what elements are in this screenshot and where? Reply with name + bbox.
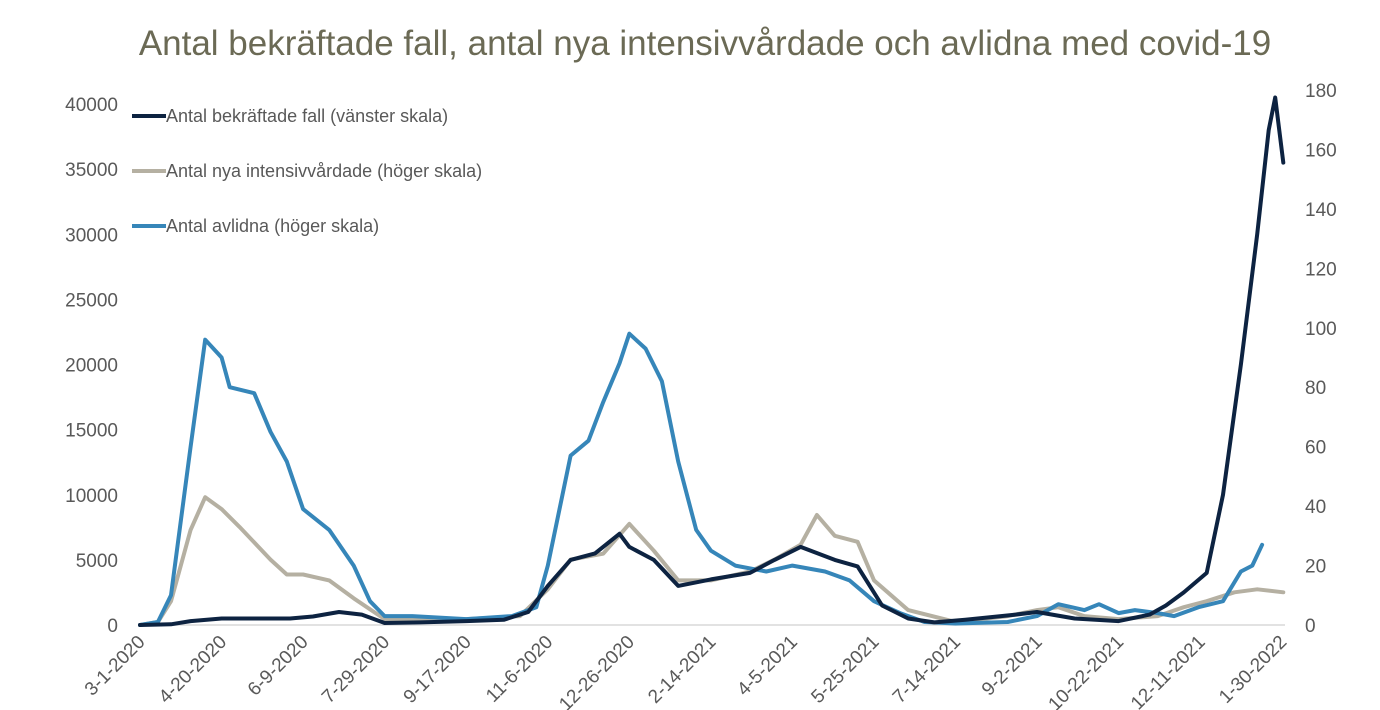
x-tick-label: 6-9-2020 — [244, 632, 313, 701]
y-right-tick-label: 80 — [1305, 378, 1326, 399]
x-tick-label: 2-14-2021 — [644, 632, 720, 708]
legend-label: Antal bekräftade fall (vänster skala) — [166, 106, 448, 126]
x-tick-label: 7-29-2020 — [318, 632, 394, 708]
x-tick-label: 9-17-2020 — [400, 632, 476, 708]
y-right-tick-label: 60 — [1305, 438, 1326, 459]
y-right-tick-label: 20 — [1305, 557, 1326, 578]
y-left-tick-label: 20000 — [65, 356, 118, 377]
series-line-2 — [138, 331, 1265, 627]
y-left-tick-label: 15000 — [65, 421, 118, 442]
y-left-tick-label: 10000 — [65, 486, 118, 507]
x-tick-label: 4-20-2020 — [155, 632, 231, 708]
y-left-tick-label: 5000 — [76, 551, 118, 572]
x-tick-label: 9-2-2021 — [978, 632, 1047, 701]
legend-label: Antal nya intensivvårdade (höger skala) — [166, 161, 482, 181]
y-left-tick-label: 35000 — [65, 160, 118, 181]
y-right-tick-label: 180 — [1305, 81, 1337, 102]
y-left-tick-label: 40000 — [65, 95, 118, 116]
chart-title: Antal bekräftade fall, antal nya intensi… — [139, 24, 1271, 63]
y-right-tick-label: 120 — [1305, 259, 1337, 280]
x-tick-label: 1-30-2022 — [1215, 632, 1291, 708]
x-tick-label: 12-26-2020 — [555, 632, 639, 710]
x-tick-label: 11-6-2020 — [482, 632, 557, 707]
x-tick-label: 5-25-2021 — [807, 632, 883, 708]
y-right-tick-label: 0 — [1305, 616, 1316, 637]
y-right-tick-label: 140 — [1305, 200, 1337, 221]
x-tick-label: 3-1-2020 — [81, 632, 150, 701]
legend-label: Antal avlidna (höger skala) — [166, 216, 379, 236]
x-tick-label: 7-14-2021 — [889, 632, 965, 708]
y-right-tick-label: 160 — [1305, 140, 1337, 161]
x-tick-label: 4-5-2021 — [733, 632, 802, 701]
x-tick-label: 12-11-2021 — [1127, 632, 1210, 710]
y-left-tick-label: 0 — [107, 616, 118, 637]
y-right-tick-label: 100 — [1305, 319, 1337, 340]
series-line-0 — [138, 95, 1286, 627]
y-left-tick-label: 30000 — [65, 225, 118, 246]
y-right-tick-label: 40 — [1305, 497, 1326, 518]
x-tick-label: 10-22-2021 — [1045, 632, 1129, 710]
series-line-1 — [138, 495, 1286, 627]
y-left-tick-label: 25000 — [65, 290, 118, 311]
